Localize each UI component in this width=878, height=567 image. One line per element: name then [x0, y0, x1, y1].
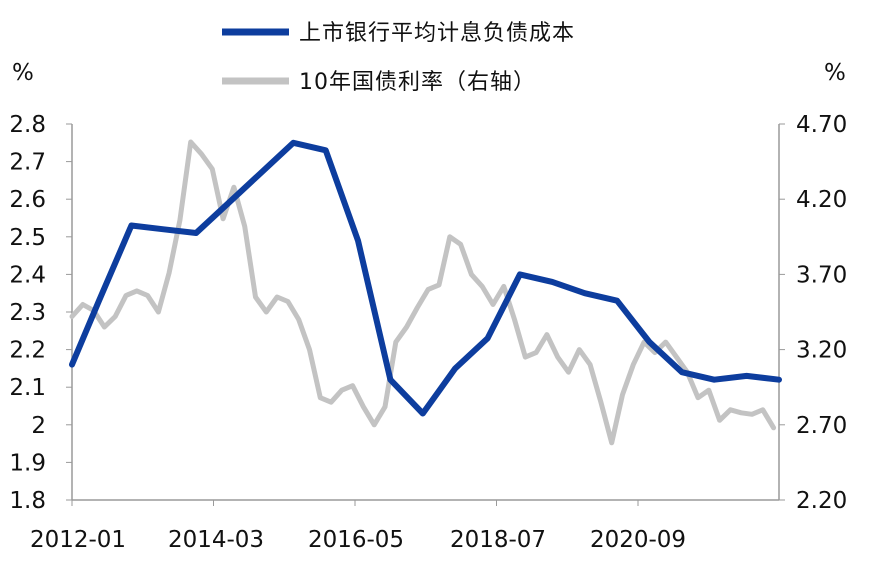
- left-axis-ticks: 2.8 2.7 2.6 2.5 2.4 2.3 2.2 2.1 2 1.9 1.…: [9, 112, 72, 514]
- legend: 上市银行平均计息负债成本 10年国债利率（右轴）: [222, 21, 575, 95]
- left-tick-label: 1.9: [9, 450, 46, 476]
- x-tick-label: 2018-07: [450, 527, 546, 553]
- left-tick-label: 2.1: [9, 375, 46, 401]
- right-axis-ticks: 4.70 4.20 3.70 3.20 2.70 2.20: [779, 112, 847, 514]
- series-line-bank-cost: [69, 139, 782, 417]
- right-tick-label: 2.70: [796, 413, 847, 439]
- legend-label-bank-cost: 上市银行平均计息负债成本: [299, 21, 575, 46]
- right-tick-label: 3.20: [796, 338, 847, 364]
- x-tick-label: 2020-09: [590, 527, 686, 553]
- right-axis-unit: %: [824, 60, 846, 86]
- x-tick-label: 2014-03: [168, 527, 264, 553]
- right-tick-label: 4.20: [796, 187, 847, 213]
- x-axis-ticks: 2012-01 2014-03 2016-05 2018-07 2020-09: [30, 500, 686, 553]
- left-tick-label: 2.6: [9, 187, 46, 213]
- series-line-bond-yield: [69, 139, 777, 446]
- right-tick-label: 2.20: [796, 488, 847, 514]
- right-tick-label: 3.70: [796, 262, 847, 288]
- x-tick-label: 2016-05: [308, 527, 404, 553]
- left-tick-label: 2.8: [9, 112, 46, 138]
- left-tick-label: 2: [31, 413, 46, 439]
- series-layer: [69, 139, 782, 446]
- left-tick-label: 2.2: [9, 338, 46, 364]
- left-tick-label: 1.8: [9, 488, 46, 514]
- left-tick-label: 2.4: [9, 262, 46, 288]
- left-axis-unit: %: [12, 60, 34, 86]
- left-tick-label: 2.3: [9, 300, 46, 326]
- left-tick-label: 2.5: [9, 225, 46, 251]
- x-tick-label: 2012-01: [30, 527, 126, 553]
- right-tick-label: 4.70: [796, 112, 847, 138]
- legend-label-bond-yield: 10年国债利率（右轴）: [299, 70, 536, 95]
- left-tick-label: 2.7: [9, 150, 46, 176]
